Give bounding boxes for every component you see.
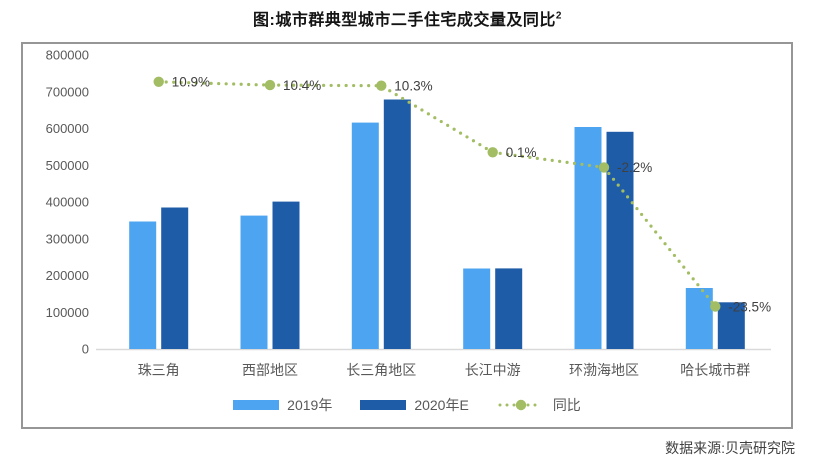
bar-2020e-c4 bbox=[606, 131, 634, 349]
bar-2019-c2 bbox=[351, 122, 379, 349]
bar-2020e-c3 bbox=[495, 268, 523, 349]
yoy-marker-c3 bbox=[487, 147, 498, 158]
legend-swatch-yoy bbox=[498, 399, 544, 411]
yoy-data-label-c0: 10.9% bbox=[172, 75, 210, 90]
y-axis-tick-label-5: 500000 bbox=[46, 158, 89, 173]
yoy-marker-c2 bbox=[376, 80, 387, 91]
legend-label-2020e: 2020年E bbox=[414, 397, 469, 413]
bar-2020e-c5 bbox=[717, 302, 745, 349]
y-axis-tick-label-8: 800000 bbox=[46, 48, 89, 63]
legend-item-2020e: 2020年E bbox=[360, 395, 469, 415]
yoy-data-label-c4: -2.2% bbox=[617, 160, 652, 175]
y-axis-tick-label-1: 100000 bbox=[46, 305, 89, 320]
legend-swatch-2019 bbox=[233, 400, 280, 410]
bar-2019-c4 bbox=[574, 127, 602, 349]
data-source: 数据来源:贝壳研究院 bbox=[665, 440, 795, 456]
legend-label-2019: 2019年 bbox=[287, 397, 333, 413]
legend-swatch-2020e bbox=[360, 400, 407, 410]
x-axis-label-0: 珠三角 bbox=[138, 362, 180, 378]
bar-2019-c1 bbox=[240, 215, 268, 349]
x-axis-label-4: 环渤海地区 bbox=[569, 362, 639, 378]
x-axis-label-2: 长三角地区 bbox=[346, 362, 416, 378]
bar-2020e-c0 bbox=[161, 207, 189, 349]
yoy-data-label-c5: -23.5% bbox=[728, 299, 771, 314]
bar-2020e-c1 bbox=[272, 201, 300, 349]
y-axis-tick-label-2: 200000 bbox=[46, 268, 89, 283]
bar-2019-c0 bbox=[129, 221, 157, 349]
chart-title-footnote-marker: 2 bbox=[555, 10, 562, 22]
legend-item-yoy: 同比 bbox=[497, 395, 581, 415]
chart-container: 0 100000 200000 300000 400000 500000 600000 700… bbox=[21, 42, 793, 429]
chart-title: 图:城市群典型城市二手住宅成交量及同比2 bbox=[0, 6, 815, 30]
yoy-data-label-c1: 10.4% bbox=[283, 78, 321, 93]
y-axis-tick-label-3: 300000 bbox=[46, 231, 89, 246]
x-axis-label-1: 西部地区 bbox=[242, 362, 298, 378]
bar-2020e-c2 bbox=[383, 99, 411, 349]
bar-line-chart: 0 100000 200000 300000 400000 500000 600000 700… bbox=[46, 48, 771, 379]
yoy-data-label-c2: 10.3% bbox=[394, 79, 432, 94]
chart-legend: 2019年 2020年E 同比 bbox=[23, 395, 791, 415]
bar-2019-c3 bbox=[463, 268, 491, 349]
yoy-marker-c0 bbox=[153, 76, 164, 87]
legend-item-2019: 2019年 bbox=[233, 395, 332, 415]
yoy-marker-c4 bbox=[598, 162, 610, 173]
y-axis-tick-label-7: 700000 bbox=[46, 84, 89, 99]
yoy-dotted-line bbox=[157, 80, 717, 309]
chart-title-text: 图:城市群典型城市二手住宅成交量及同比 bbox=[253, 12, 556, 29]
y-axis-tick-label-0: 0 bbox=[82, 342, 89, 357]
legend-label-yoy: 同比 bbox=[552, 397, 581, 413]
yoy-marker-c1 bbox=[264, 79, 276, 91]
yoy-marker-c5 bbox=[710, 301, 721, 312]
y-axis-tick-label-4: 400000 bbox=[46, 195, 89, 210]
x-axis-label-5: 哈长城市群 bbox=[680, 362, 750, 378]
yoy-data-label-c3: 0.1% bbox=[506, 145, 537, 160]
x-axis-label-3: 长江中游 bbox=[465, 362, 521, 378]
bar-2019-c5 bbox=[685, 288, 713, 349]
y-axis-tick-label-6: 600000 bbox=[46, 121, 89, 136]
